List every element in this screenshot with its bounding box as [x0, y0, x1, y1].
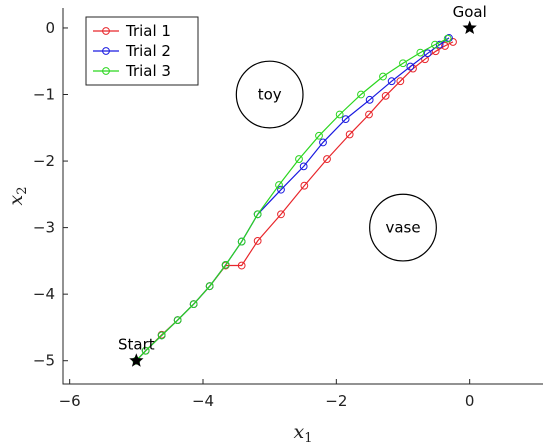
series-point: [381, 91, 390, 100]
series-point: [335, 110, 344, 119]
series-point: [365, 110, 373, 119]
series-point: [341, 115, 350, 124]
series-point: [357, 90, 365, 99]
plot-area: toy vase Start Goal: [118, 3, 487, 367]
legend-label: Trial 3: [125, 62, 171, 80]
series-point: [237, 237, 246, 246]
series-point: [443, 34, 452, 43]
y-tick-label: −3: [33, 219, 55, 237]
obstacle-vase: vase: [369, 193, 437, 262]
legend: Trial 1 Trial 2 Trial 3: [85, 16, 199, 86]
series-point: [141, 346, 150, 355]
series-point: [387, 77, 396, 86]
y-tick-label: −1: [33, 86, 55, 104]
obstacle-circle: [369, 193, 437, 262]
series-point: [365, 95, 374, 104]
axis-lines: [62, 8, 543, 385]
y-tick-label: −2: [33, 152, 55, 170]
series-line: [135, 38, 448, 362]
legend-marker: [102, 27, 110, 35]
obstacle-label: toy: [258, 86, 282, 104]
y-axis-label-subscript: 2: [15, 187, 30, 195]
series-point: [345, 130, 354, 139]
series-point: [277, 210, 285, 219]
marker-goal: Goal: [453, 3, 487, 34]
obstacle-label: vase: [385, 219, 420, 237]
obstacle-circle: [235, 60, 304, 129]
series-point: [441, 42, 449, 50]
legend-marker: [102, 67, 110, 75]
series-point: [379, 72, 387, 81]
x-tick-label: −4: [192, 392, 214, 410]
series-point: [253, 210, 262, 219]
star-marker: [462, 20, 477, 34]
series-point: [396, 77, 405, 86]
series-point: [253, 237, 262, 245]
legend-entry: Trial 1: [93, 22, 171, 40]
legend-entry: Trial 3: [93, 62, 171, 80]
x-tick-label: −6: [59, 392, 81, 410]
series-point: [275, 181, 283, 189]
x-tick-label: −2: [325, 392, 347, 410]
y-tick-label: −4: [33, 285, 55, 303]
series-point: [399, 59, 407, 68]
series-3: [132, 34, 452, 365]
series-point: [323, 155, 331, 163]
marker-start: Start: [118, 336, 155, 367]
y-axis-label-main: x: [5, 195, 27, 206]
series-point: [423, 49, 432, 58]
x-tick-label: 0: [465, 392, 475, 410]
y-tick-label: −5: [33, 352, 55, 370]
series-point: [431, 40, 439, 49]
series-point: [295, 155, 303, 163]
series-point: [277, 185, 285, 194]
y-axis-label: x2: [5, 187, 30, 206]
y-tick-label: 0: [45, 19, 55, 37]
axes: −6 −4 −2 0 0 −1 −2 −3 −4 −5: [33, 8, 543, 410]
legend-entry: Trial 2: [93, 42, 171, 60]
series-point: [237, 261, 246, 270]
series-point: [173, 316, 182, 325]
legend-label: Trial 2: [125, 42, 171, 60]
series-point: [299, 162, 308, 171]
series-point: [319, 138, 327, 147]
series-point: [300, 181, 309, 190]
x-axis-label-main: x: [294, 421, 305, 443]
star-marker: [129, 353, 144, 367]
series-point: [406, 62, 415, 71]
legend-marker: [102, 47, 110, 55]
series-point: [189, 300, 198, 309]
series-point: [315, 131, 323, 140]
x-axis-label: x1: [294, 421, 313, 444]
marker-label: Start: [118, 336, 155, 354]
series-point: [157, 331, 166, 340]
series-point: [416, 48, 425, 57]
marker-label: Goal: [453, 3, 487, 21]
series-point: [221, 260, 230, 269]
legend-label: Trial 1: [125, 22, 171, 40]
x-axis-label-subscript: 1: [304, 431, 312, 444]
obstacle-toy: toy: [235, 60, 304, 129]
series-point: [205, 282, 214, 291]
